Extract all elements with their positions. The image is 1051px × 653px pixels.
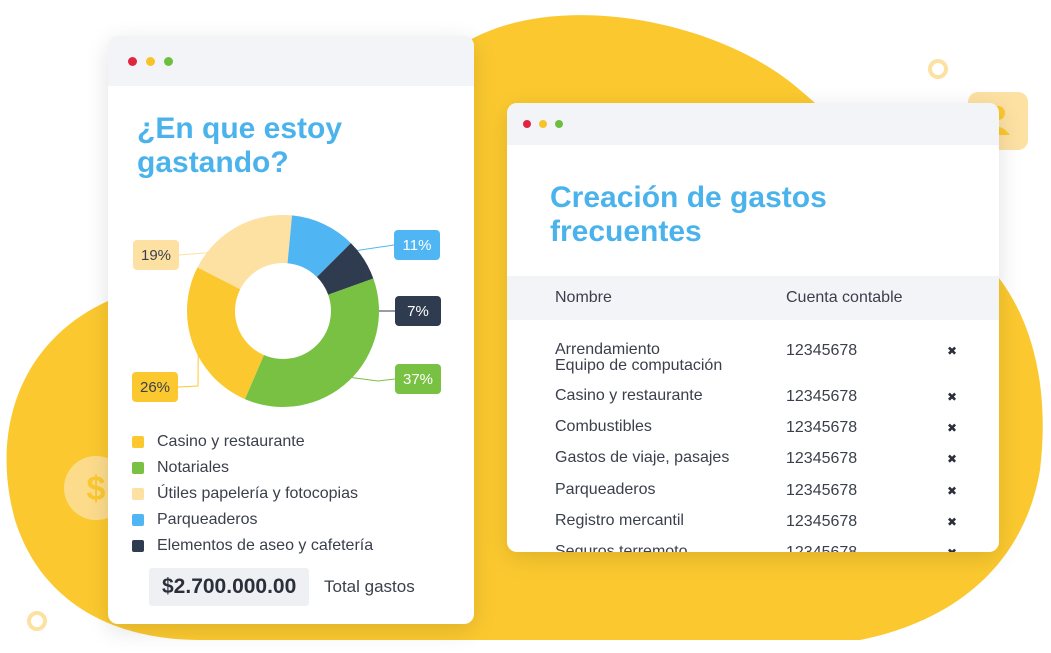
legend-swatch-icon	[132, 462, 144, 474]
decor-ring-bottom	[27, 611, 47, 631]
close-icon[interactable]: ✖	[946, 515, 958, 529]
donut-slice	[287, 215, 351, 278]
frequent-expenses-title: Creación de gastos frecuentes	[550, 181, 827, 248]
close-dot-icon[interactable]	[523, 120, 531, 128]
percent-label: 26%	[140, 379, 170, 396]
close-icon[interactable]: ✖	[946, 452, 958, 466]
close-icon[interactable]: ✖	[943, 544, 961, 552]
expense-name: Arrendamiento Equipo de computación	[555, 341, 723, 374]
account-number: 12345678	[786, 342, 858, 359]
legend-label: Parqueaderos	[157, 511, 258, 528]
legend-label: Útiles papelería y fotocopias	[157, 485, 358, 502]
close-dot-icon[interactable]	[128, 56, 137, 66]
label-leader-line	[177, 341, 199, 388]
window-titlebar	[108, 36, 474, 86]
label-leader-line	[344, 376, 396, 382]
donut-slice	[244, 278, 379, 407]
total-label: Total gastos	[324, 577, 415, 596]
account-number: 12345678	[786, 544, 857, 552]
expense-name: Parqueaderos	[555, 481, 656, 498]
close-icon[interactable]: ✖	[946, 344, 958, 358]
account-number: 12345678	[786, 450, 858, 467]
account-number: 12345678	[786, 513, 858, 530]
column-header-name: Nombre	[555, 289, 612, 306]
close-icon[interactable]: ✖	[946, 484, 958, 498]
column-header-account: Cuenta contable	[786, 289, 903, 306]
spending-donut-chart: 19% 11% 7% 37% 26%	[132, 215, 441, 407]
account-number: 12345678	[786, 482, 858, 499]
legend-item: Útiles papelería y fotocopias	[132, 481, 373, 507]
legend-item: Elementos de aseo y cafetería	[132, 533, 373, 559]
percent-label-box	[132, 372, 178, 402]
expense-name: Seguros terremoto	[555, 543, 688, 553]
window-titlebar	[507, 103, 999, 145]
legend-swatch-icon	[132, 540, 144, 552]
decor-ring-top	[928, 59, 948, 79]
donut-slice	[316, 243, 374, 295]
account-number: 12345678	[786, 419, 858, 436]
svg-text:$: $	[87, 470, 106, 508]
donut-slice	[197, 215, 293, 290]
percent-label: 19%	[141, 247, 171, 264]
donut-slice	[186, 267, 264, 400]
expense-name: Casino y restaurante	[555, 387, 703, 404]
maximize-dot-icon[interactable]	[164, 56, 173, 66]
legend-label: Notariales	[157, 459, 230, 476]
account-number: 12345678	[786, 388, 858, 405]
legend-label: Casino y restaurante	[157, 433, 305, 450]
minimize-dot-icon[interactable]	[146, 56, 155, 66]
legend-swatch-icon	[132, 514, 144, 526]
close-icon[interactable]: ✖	[946, 421, 958, 435]
legend-swatch-icon	[132, 488, 144, 500]
percent-label-box	[133, 240, 179, 270]
minimize-dot-icon[interactable]	[539, 120, 547, 128]
expenses-table: Arrendamiento Equipo de computación 12345…	[507, 320, 999, 553]
spending-title: ¿En que estoy gastando?	[137, 112, 343, 179]
percent-label-box	[395, 296, 441, 326]
maximize-dot-icon[interactable]	[555, 120, 563, 128]
percent-label: 37%	[403, 371, 433, 388]
chart-legend: Casino y restaurante Notariales Útiles pap…	[132, 429, 373, 559]
percent-label: 11%	[403, 237, 432, 254]
legend-swatch-icon	[132, 436, 144, 448]
legend-item: Casino y restaurante	[132, 429, 373, 455]
legend-item: Notariales	[132, 455, 373, 481]
legend-item: Parqueaderos	[132, 507, 373, 533]
expense-name: Combustibles	[555, 418, 652, 435]
label-leader-line	[178, 231, 241, 256]
legend-label: Elementos de aseo y cafetería	[157, 537, 374, 554]
percent-label: 7%	[407, 303, 429, 320]
spending-window: ¿En que estoy gastando? 19% 11% 7% 37% 26% C…	[108, 36, 474, 624]
total-value: $2.700.000.00	[149, 568, 310, 606]
frequent-expenses-window: Creación de gastos frecuentes Nombre Cue…	[507, 103, 999, 552]
percent-label-box	[395, 364, 441, 394]
expense-name: Registro mercantil	[555, 512, 684, 529]
expense-name: Gastos de viaje, pasajes	[555, 449, 730, 466]
table-header: Nombre Cuenta contable	[507, 276, 999, 320]
close-icon[interactable]: ✖	[946, 390, 958, 404]
percent-label-box	[394, 230, 440, 260]
